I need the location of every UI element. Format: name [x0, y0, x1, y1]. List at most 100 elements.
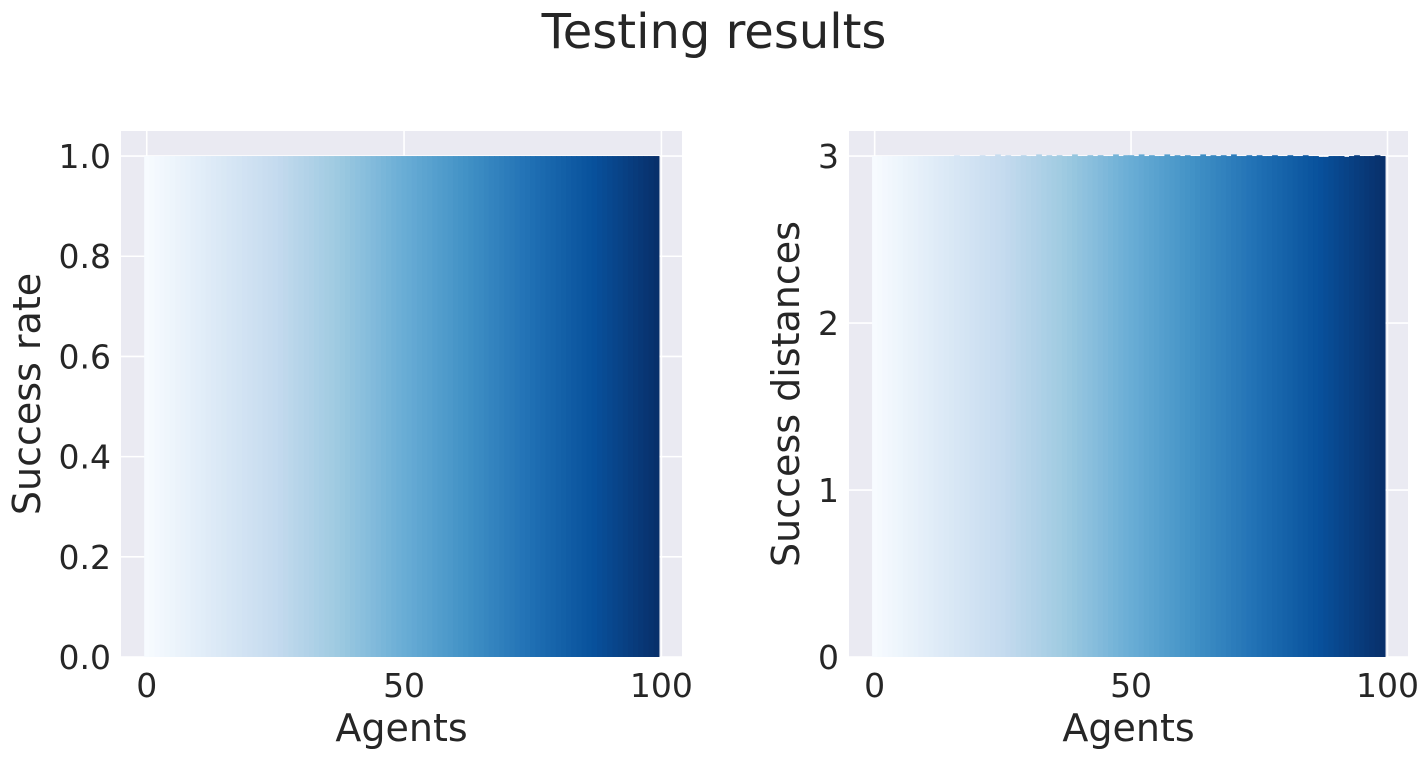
bar [1133, 156, 1140, 657]
bar [277, 156, 284, 657]
bar [887, 156, 894, 657]
bar [1338, 156, 1345, 657]
bar [241, 156, 248, 657]
bar [226, 156, 233, 657]
bar [236, 156, 243, 657]
bar [1272, 155, 1278, 657]
bar [473, 156, 480, 657]
y-tick-label: 0.6 [59, 337, 111, 376]
bar [1354, 155, 1360, 657]
bar [1143, 156, 1150, 657]
bar [627, 156, 634, 657]
bar [1277, 156, 1283, 657]
bar [550, 156, 557, 657]
bar [1025, 156, 1032, 657]
bar [185, 156, 192, 657]
bar [1313, 156, 1319, 657]
bar [195, 156, 202, 657]
bar [1164, 154, 1171, 657]
bar [334, 156, 341, 657]
bar [561, 156, 567, 657]
bar [1149, 155, 1155, 657]
bar [411, 156, 418, 657]
bar [1015, 156, 1022, 657]
bar [319, 156, 325, 657]
bar [969, 156, 976, 657]
bar [586, 156, 593, 657]
bar [169, 156, 176, 657]
x-tick-label: 50 [1110, 666, 1152, 705]
bar [1159, 156, 1165, 657]
bar [1349, 156, 1355, 657]
bar [1302, 155, 1309, 657]
bar [1333, 156, 1340, 657]
bar [530, 156, 536, 657]
bar [1082, 156, 1089, 657]
bar [959, 156, 965, 657]
bar [1036, 154, 1042, 657]
bar [1241, 156, 1248, 657]
bar [205, 156, 212, 657]
bar [591, 156, 598, 657]
bar [1102, 156, 1109, 657]
bar [288, 156, 295, 657]
bar [247, 156, 253, 657]
bar [324, 156, 331, 657]
bar [995, 154, 1001, 657]
bar [1000, 156, 1007, 657]
bar [1318, 156, 1324, 657]
bar [1282, 156, 1289, 657]
bar [1195, 156, 1201, 657]
bar [597, 156, 603, 657]
bar [1128, 155, 1135, 657]
bar [437, 156, 444, 657]
bar [494, 156, 500, 657]
bar [499, 156, 506, 657]
bar [211, 156, 217, 657]
bar [463, 156, 470, 657]
bar [1379, 156, 1386, 657]
bar [478, 156, 485, 657]
bar [267, 156, 274, 657]
bar [144, 156, 150, 657]
bar [308, 156, 315, 657]
bar [1174, 155, 1181, 657]
bar [1261, 156, 1268, 657]
y-tick-label: 0.0 [59, 638, 111, 677]
bar [892, 156, 899, 657]
bar [913, 156, 919, 657]
bar [190, 156, 197, 657]
bar [262, 156, 269, 657]
y-tick-label: 0.4 [59, 438, 111, 477]
bar [1005, 155, 1012, 657]
bar [571, 156, 578, 657]
bar [897, 156, 904, 657]
bar [540, 156, 547, 657]
bar [964, 156, 971, 657]
bar [1041, 156, 1048, 657]
bar [1236, 156, 1242, 657]
bar [1010, 156, 1017, 657]
x-tick-label: 100 [630, 666, 693, 705]
bar [872, 156, 878, 657]
bar [380, 156, 387, 657]
bar [918, 156, 924, 657]
bar [386, 156, 392, 657]
y-tick-label: 0.8 [59, 237, 111, 276]
bar [1046, 155, 1053, 657]
bar [1364, 156, 1371, 657]
bar [180, 156, 186, 657]
bar [344, 156, 351, 657]
bar [1061, 156, 1068, 657]
bar [566, 156, 572, 657]
bar [1087, 155, 1094, 657]
bar [990, 156, 996, 657]
bar [1118, 156, 1124, 657]
bar [452, 156, 459, 657]
bar [1220, 155, 1227, 657]
bar [525, 156, 531, 657]
bar [401, 156, 408, 657]
y-tick-label: 0.2 [59, 538, 111, 577]
bar [923, 156, 930, 657]
